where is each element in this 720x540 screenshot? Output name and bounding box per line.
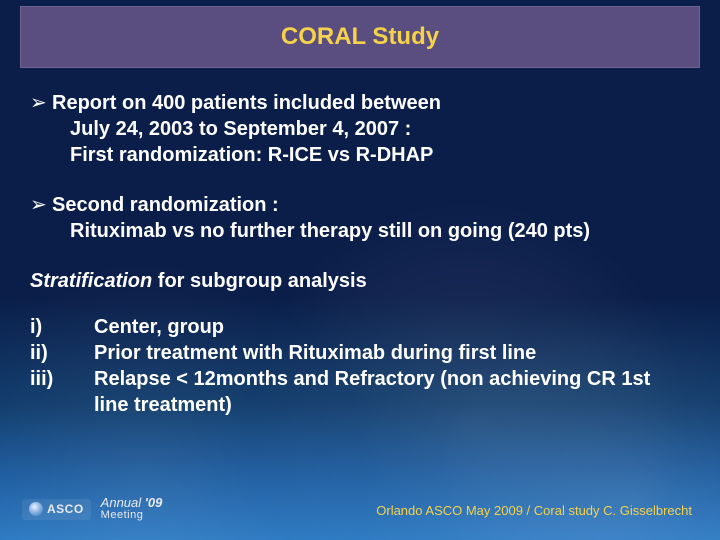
- annual-year: '09: [145, 495, 163, 510]
- annual-word: Annual: [101, 495, 145, 510]
- footer-credit: Orlando ASCO May 2009 / Coral study C. G…: [376, 503, 692, 518]
- roman-item-2: ii) Prior treatment with Rituximab durin…: [30, 340, 690, 366]
- stratification-italic: Stratification: [30, 270, 152, 292]
- roman-label-3: iii): [30, 366, 94, 392]
- slide-title: CORAL Study: [281, 23, 439, 51]
- globe-icon: [29, 502, 43, 516]
- bullet-2-line-1: Rituximab vs no further therapy still on…: [70, 218, 690, 244]
- annual-meeting-text: Annual '09 Meeting: [101, 496, 163, 522]
- roman-text-1: Center, group: [94, 314, 224, 340]
- roman-label-2: ii): [30, 340, 94, 366]
- bullet-1-line-2: First randomization: R-ICE vs R-DHAP: [70, 142, 690, 168]
- asco-logo: ASCO: [22, 499, 91, 520]
- roman-text-2: Prior treatment with Rituximab during fi…: [94, 340, 536, 366]
- meeting-word: Meeting: [101, 509, 163, 522]
- bullet-2-lead: Second randomization :: [52, 192, 279, 218]
- chevron-icon: ➢: [30, 90, 52, 116]
- stratification-heading: Stratification for subgroup analysis: [30, 268, 690, 294]
- chevron-icon: ➢: [30, 192, 52, 218]
- roman-item-1: i) Center, group: [30, 314, 690, 340]
- bullet-1-lead: Report on 400 patients included between: [52, 90, 441, 116]
- content-area: ➢ Report on 400 patients included betwee…: [30, 90, 690, 418]
- roman-item-3: iii) Relapse < 12months and Refractory (…: [30, 366, 690, 418]
- footer-logo: ASCO Annual '09 Meeting: [22, 496, 162, 522]
- asco-text: ASCO: [47, 502, 84, 516]
- roman-text-3: Relapse < 12months and Refractory (non a…: [94, 366, 654, 418]
- roman-list: i) Center, group ii) Prior treatment wit…: [30, 314, 690, 418]
- stratification-rest: for subgroup analysis: [152, 270, 366, 292]
- roman-label-1: i): [30, 314, 94, 340]
- bullet-2: ➢ Second randomization : Rituximab vs no…: [30, 192, 690, 244]
- bullet-1: ➢ Report on 400 patients included betwee…: [30, 90, 690, 168]
- title-bar: CORAL Study: [20, 6, 700, 68]
- bullet-1-line-1: July 24, 2003 to September 4, 2007 :: [70, 116, 690, 142]
